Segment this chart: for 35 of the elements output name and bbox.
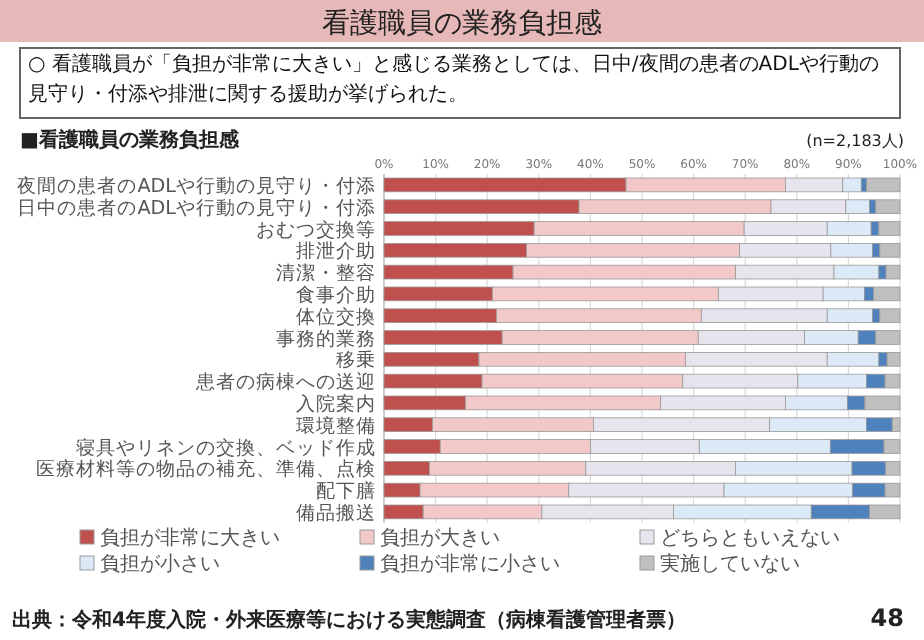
y-tick-label: 入院案内 [296, 391, 376, 416]
legend-label: どちらともいえない [660, 528, 840, 550]
y-tick-label: 清潔・整容 [276, 261, 376, 286]
source-note: 出典：令和4年度入院・外来医療等における実態調査（病棟看護管理者票） [12, 608, 686, 632]
y-tick-label: 患者の病棟への送迎 [194, 370, 376, 395]
bar [879, 308, 901, 323]
bar [886, 352, 901, 367]
y-tick-label: おむつ交換等 [256, 217, 376, 242]
text: (n=2,183人) [806, 132, 904, 150]
text: ■看護職員の業務負担感 [20, 128, 241, 152]
bar [875, 199, 901, 214]
y-tick-label: 夜間の患者のADLや行動の見守り・付添 [17, 173, 376, 198]
y-tick-label: 排泄介助 [296, 239, 376, 264]
bar [878, 221, 901, 236]
legend-label: 負担が非常に小さい [380, 552, 560, 576]
bar [885, 264, 901, 280]
legend-label: 実施していない [660, 552, 800, 576]
chart-title: 看護職員の業務負担感 [322, 8, 602, 40]
y-tick-label: 配下膳 [316, 479, 376, 504]
legend-label: 負担が大きい [380, 526, 500, 550]
legend-label: 負担が小さい [100, 552, 220, 576]
y-tick-label: 移乗 [336, 348, 376, 373]
y-tick-label: 寝具やリネンの交換、ベッド作成 [76, 435, 376, 460]
chart-subtitle: ○ 看護職員が「負担が非常に大きい」と感じる業務としては、日中/夜間の患者のADLや行動の見守り・付添や排泄に関する援助が挙げられた。 [28, 51, 881, 110]
y-tick-label: 食事介助 [296, 282, 376, 307]
text: 48 [870, 604, 904, 632]
y-tick-label: 体位交換 [296, 304, 376, 329]
legend-label: 負担が非常に大きい [100, 526, 280, 550]
y-tick-label: 備品搬送 [296, 500, 376, 525]
bar [866, 177, 901, 193]
y-tick-label: 事務的業務 [276, 326, 376, 351]
y-tick-label: 日中の患者のADLや行動の見守り・付添 [17, 195, 376, 220]
y-tick-label: 医療材料等の物品の補充、準備、点検 [36, 457, 376, 482]
y-tick-label: 環境整備 [296, 413, 376, 438]
bar [879, 243, 901, 258]
